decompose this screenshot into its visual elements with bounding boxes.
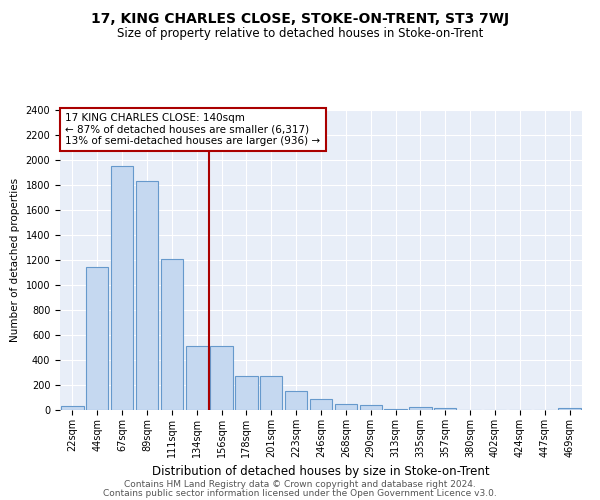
Y-axis label: Number of detached properties: Number of detached properties [10,178,20,342]
Bar [409,407,431,410]
Bar [185,346,208,410]
Text: Distribution of detached houses by size in Stoke-on-Trent: Distribution of detached houses by size … [152,464,490,477]
Bar [161,259,183,410]
Text: 17, KING CHARLES CLOSE, STOKE-ON-TRENT, ST3 7WJ: 17, KING CHARLES CLOSE, STOKE-ON-TRENT, … [91,12,509,26]
Bar [260,376,283,410]
Bar [434,408,457,410]
Text: 17 KING CHARLES CLOSE: 140sqm
← 87% of detached houses are smaller (6,317)
13% o: 17 KING CHARLES CLOSE: 140sqm ← 87% of d… [65,113,320,146]
Text: Size of property relative to detached houses in Stoke-on-Trent: Size of property relative to detached ho… [117,28,483,40]
Bar [235,376,257,410]
Text: Contains public sector information licensed under the Open Government Licence v3: Contains public sector information licen… [103,488,497,498]
Bar [335,404,357,410]
Bar [211,346,233,410]
Bar [285,390,307,410]
Bar [310,400,332,410]
Bar [111,166,133,410]
Bar [61,406,83,410]
Bar [86,267,109,410]
Bar [136,181,158,410]
Text: Contains HM Land Registry data © Crown copyright and database right 2024.: Contains HM Land Registry data © Crown c… [124,480,476,489]
Bar [559,408,581,410]
Bar [359,405,382,410]
